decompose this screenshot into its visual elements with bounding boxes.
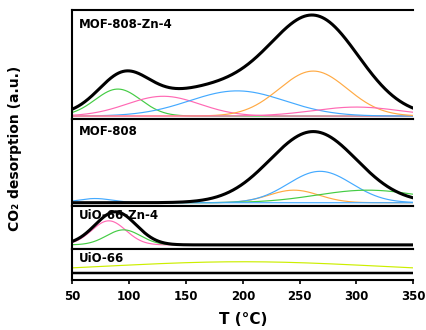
Text: CO₂ desorption (a.u.): CO₂ desorption (a.u.) xyxy=(8,66,22,231)
Text: MOF-808: MOF-808 xyxy=(79,125,138,138)
Text: UiO-66: UiO-66 xyxy=(79,251,124,265)
Text: MOF-808-Zn-4: MOF-808-Zn-4 xyxy=(79,17,173,30)
Text: UiO-66-Zn-4: UiO-66-Zn-4 xyxy=(79,209,159,222)
Text: T (°C): T (°C) xyxy=(219,312,267,327)
